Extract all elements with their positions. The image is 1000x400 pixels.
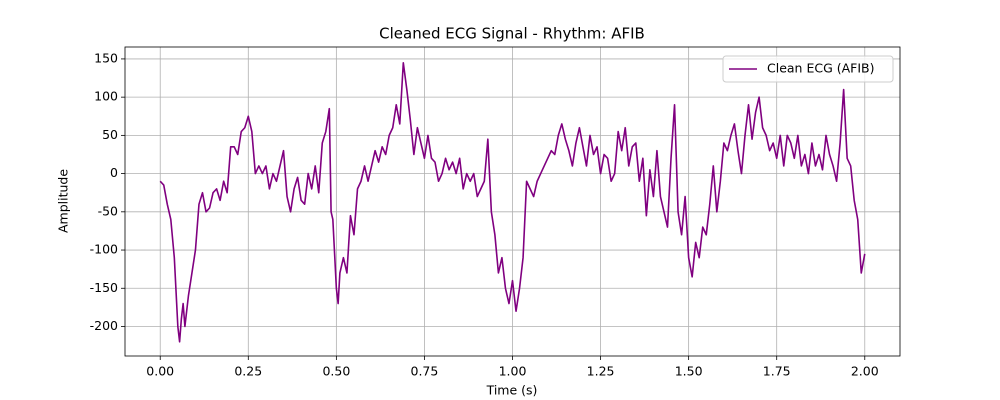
x-tick-label: 1.75 [763,364,791,379]
data-line [159,61,866,343]
y-tick-label: -100 [90,242,118,257]
legend-box [722,55,894,83]
y-tick-label: 0 [110,165,118,180]
x-tick-label: 1.25 [587,364,615,379]
y-tick-label: -150 [90,280,118,295]
x-tick-label: 0.00 [146,364,174,379]
y-tick-label: 50 [102,127,118,142]
legend-label: Clean ECG (AFIB) [767,61,875,76]
y-tick-label: -50 [98,203,118,218]
x-axis-label: Time (s) [486,383,538,398]
axes-frame [124,46,901,357]
y-axis-label: Amplitude [56,169,71,233]
y-tick-label: 100 [94,89,118,104]
y-tick-label: -200 [90,318,118,333]
x-tick-label: 0.25 [234,364,262,379]
x-tick-label: 1.00 [499,364,527,379]
y-tick-label: 150 [94,50,118,65]
x-tick-label: 1.50 [675,364,703,379]
x-tick-label: 0.50 [322,364,350,379]
chart-title: Cleaned ECG Signal - Rhythm: AFIB [379,25,645,43]
x-tick-label: 0.75 [411,364,439,379]
x-tick-label: 2.00 [851,364,879,379]
